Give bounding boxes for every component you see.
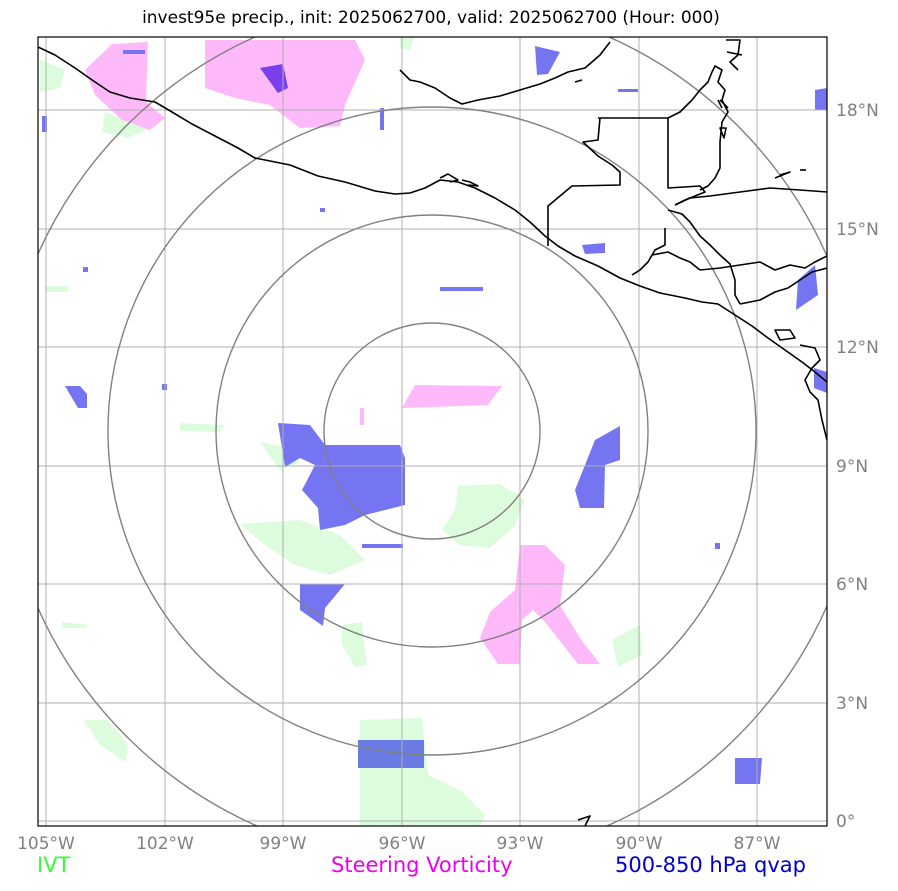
lon-label-105w: 105°W (17, 834, 75, 854)
range-ring-2 (215, 214, 649, 648)
legend-ivt: IVT (37, 853, 71, 877)
legend-steering-vorticity: Steering Vorticity (331, 853, 513, 877)
lon-label-93w: 93°W (497, 834, 544, 854)
lon-label-90w: 90°W (616, 834, 663, 854)
range-rings (38, 37, 827, 826)
longitude-labels: 105°W 102°W 99°W 96°W 93°W 90°W 87°W (17, 834, 781, 854)
lat-label-12n: 12°N (836, 338, 879, 358)
latitude-labels: 18°N 15°N 12°N 9°N 6°N 3°N 0° (836, 101, 879, 832)
lat-label-6n: 6°N (836, 575, 868, 595)
ivt-shading (40, 37, 642, 826)
qvap-shading (42, 46, 827, 784)
range-ring-1 (323, 322, 541, 540)
lat-label-0: 0° (836, 812, 855, 832)
lat-label-9n: 9°N (836, 457, 868, 477)
lon-label-87w: 87°W (734, 834, 781, 854)
coastlines (38, 39, 827, 826)
lon-label-99w: 99°W (260, 834, 307, 854)
legend-qvap: 500-850 hPa qvap (615, 853, 806, 877)
map-title: invest95e precip., init: 2025062700, val… (142, 8, 720, 28)
lat-label-18n: 18°N (836, 101, 879, 121)
lon-label-102w: 102°W (136, 834, 194, 854)
lat-label-15n: 15°N (836, 220, 879, 240)
lat-label-3n: 3°N (836, 694, 868, 714)
gridlines (38, 37, 827, 826)
lon-label-96w: 96°W (379, 834, 426, 854)
vorticity-shading (85, 40, 600, 664)
plot-frame (37, 36, 828, 827)
range-ring-3 (107, 106, 757, 756)
